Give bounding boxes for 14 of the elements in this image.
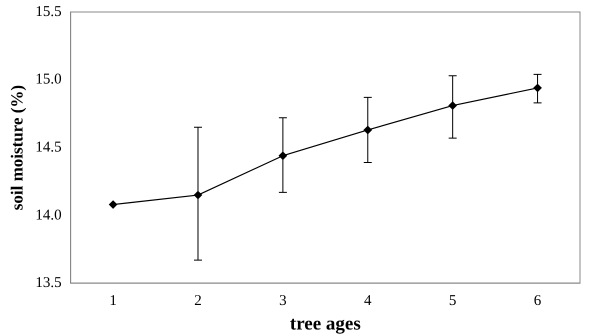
- x-tick-label: 3: [279, 293, 287, 310]
- x-axis-title: tree ages: [290, 314, 361, 335]
- y-axis-title: soil moisture (%): [8, 84, 27, 210]
- y-tick-label: 15.5: [35, 4, 62, 20]
- x-tick-label: 2: [194, 293, 202, 310]
- y-tick-label: 14.5: [35, 140, 62, 156]
- y-tick-label: 14.0: [35, 207, 62, 224]
- x-tick-label: 1: [109, 293, 117, 310]
- x-tick-label: 6: [534, 293, 542, 310]
- y-tick-label: 13.5: [35, 275, 62, 292]
- x-tick-label: 5: [448, 293, 456, 310]
- point: [108, 200, 118, 209]
- x-tick-label: 4: [364, 293, 372, 310]
- y-tick-label: 15.0: [35, 72, 62, 88]
